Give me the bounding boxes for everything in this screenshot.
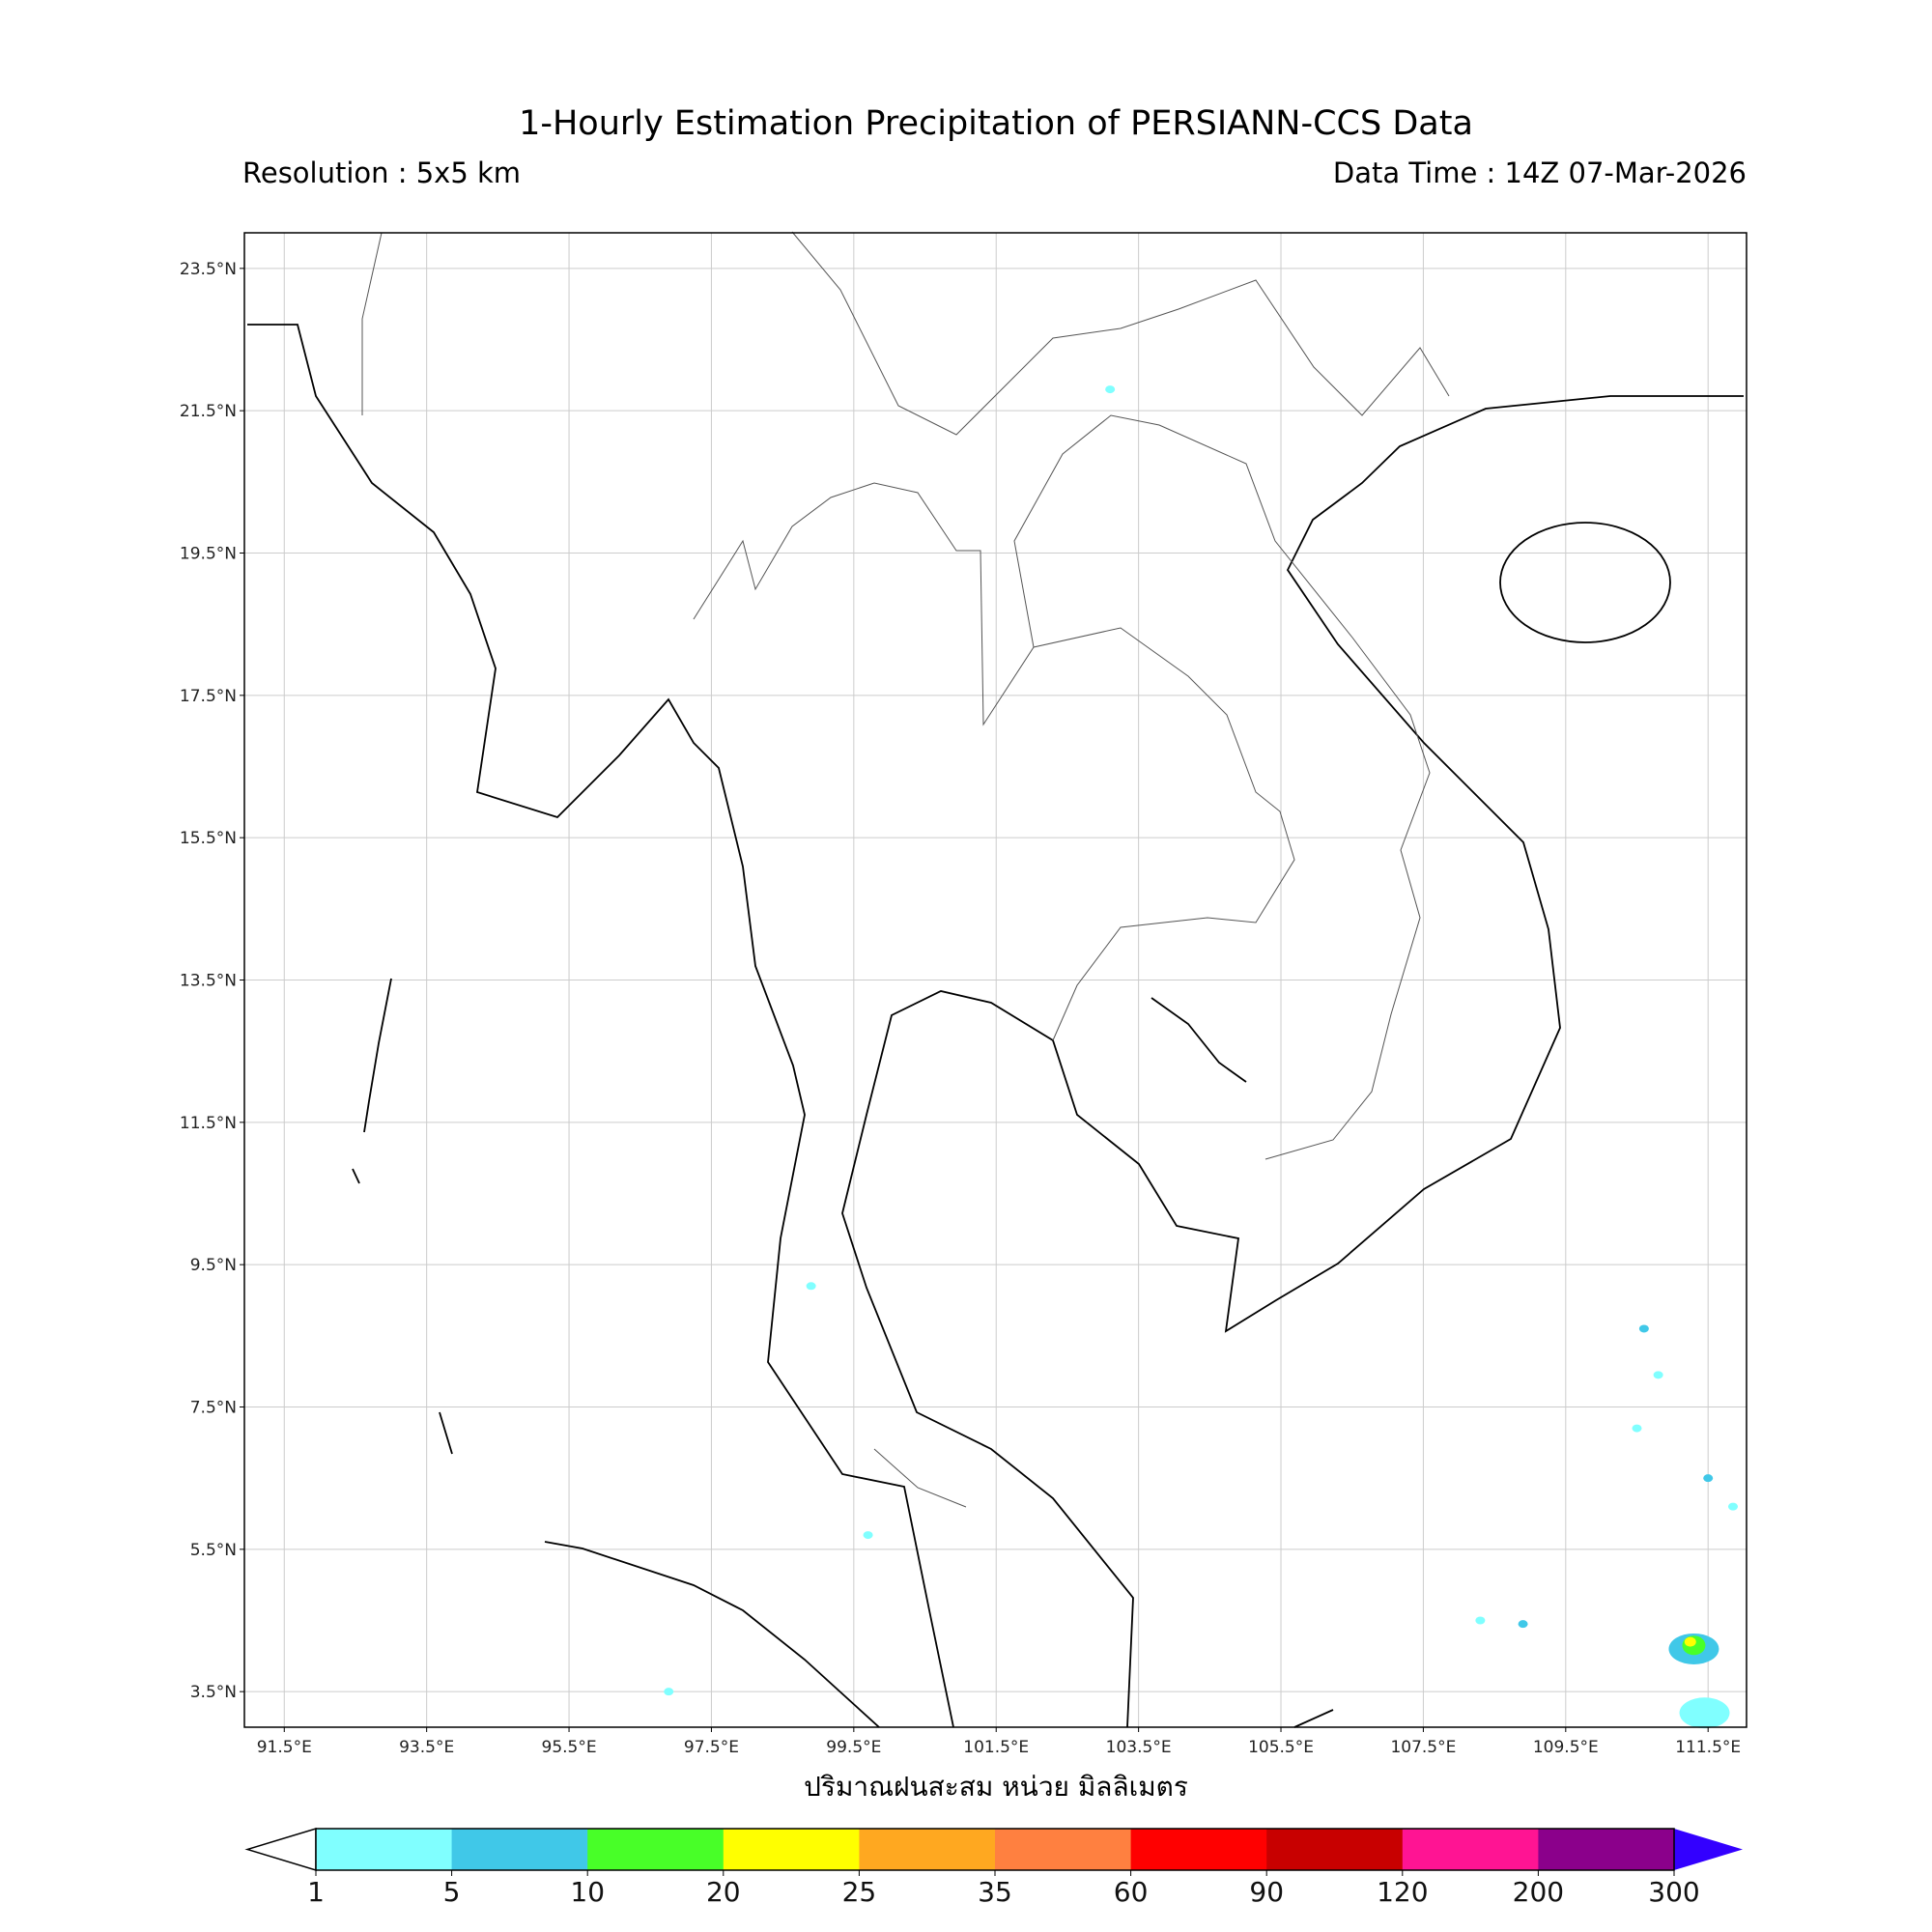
colorbar-segment: [723, 1829, 860, 1870]
lon-tick-label: 95.5°E: [542, 1738, 597, 1757]
colorbar-segment: [587, 1829, 724, 1870]
precip-cell: [1679, 1697, 1730, 1729]
lon-tick-label: 111.5°E: [1675, 1738, 1741, 1757]
lon-tick-label: 101.5°E: [963, 1738, 1029, 1757]
colorbar-segment: [859, 1829, 996, 1870]
precip-cell: [1632, 1424, 1642, 1433]
peninsula-east-coastline: [841, 395, 1744, 1728]
lon-tick-label: 93.5°E: [399, 1738, 454, 1757]
colorbar-over-arrow: [1674, 1829, 1743, 1870]
colorbar-label: 25: [842, 1876, 877, 1908]
lat-tick-label: 19.5°N: [180, 545, 237, 564]
thailand-border: [693, 482, 1295, 1041]
resolution-label: Resolution : 5x5 km: [242, 156, 522, 189]
colorbar-under-arrow: [244, 1827, 317, 1872]
longitude-ticks: 91.5°E 93.5°E 95.5°E 97.5°E 99.5°E 101.5°E 103…: [257, 1727, 1741, 1757]
lon-tick-label: 109.5°E: [1533, 1738, 1599, 1757]
lon-tick-label: 103.5°E: [1106, 1738, 1172, 1757]
lon-tick-label: 105.5°E: [1248, 1738, 1314, 1757]
colorbar-segment: [316, 1829, 453, 1870]
precip-cell: [863, 1531, 873, 1540]
colorbar-segment: [995, 1829, 1132, 1870]
lon-tick-label: 107.5°E: [1390, 1738, 1456, 1757]
lat-tick-label: 11.5°N: [180, 1114, 237, 1133]
lon-tick-label: 91.5°E: [257, 1738, 312, 1757]
lat-tick-label: 23.5°N: [180, 260, 237, 279]
coastlines: [247, 324, 1744, 1728]
lat-tick-label: 7.5°N: [190, 1399, 237, 1418]
precip-cell: [1518, 1620, 1528, 1629]
colorbar-segment: [1266, 1829, 1404, 1870]
gridlines: [244, 233, 1747, 1727]
colorbar-label: 300: [1648, 1876, 1699, 1908]
precip-cell: [1638, 1324, 1649, 1333]
precip-cell: [806, 1282, 816, 1291]
lat-tick-label: 15.5°N: [180, 829, 237, 848]
latitude-ticks: 23.5°N 21.5°N 19.5°N 17.5°N 15.5°N 13.5°N 11.5…: [180, 260, 244, 1702]
colorbar-label: 200: [1513, 1876, 1564, 1908]
lon-tick-label: 99.5°E: [826, 1738, 881, 1757]
lon-tick-label: 97.5°E: [684, 1738, 739, 1757]
precip-core: [1684, 1636, 1696, 1647]
colorbar-segment: [1538, 1829, 1675, 1870]
laos-border: [1013, 414, 1431, 1160]
mainland-coastline: [247, 324, 954, 1728]
sumatra-coastline: [544, 1541, 880, 1728]
colorbar-label: 1: [307, 1876, 325, 1908]
colorbar-label: 10: [570, 1876, 605, 1908]
andaman-islands: [352, 978, 453, 1455]
precipitation-cells: [664, 385, 1738, 1729]
lat-tick-label: 5.5°N: [190, 1541, 237, 1560]
lat-tick-label: 3.5°N: [190, 1683, 237, 1702]
colorbar-label: 60: [1114, 1876, 1149, 1908]
precip-cell: [1727, 1502, 1738, 1511]
precip-cell: [664, 1688, 674, 1696]
colorbar-segment: [451, 1829, 588, 1870]
lat-tick-label: 21.5°N: [180, 402, 237, 421]
colorbar-segment: [1402, 1829, 1539, 1870]
data-time-label: Data Time : 14Z 07-Mar-2026: [1332, 156, 1747, 189]
colorbar-segment: [1130, 1829, 1267, 1870]
china-border: [791, 231, 1450, 436]
colorbar-label: 35: [978, 1876, 1012, 1908]
malaysia-border: [873, 1448, 967, 1508]
lat-tick-label: 9.5°N: [190, 1256, 237, 1275]
borneo-coastline: [1293, 1709, 1334, 1728]
tonle-sap-lake: [1151, 997, 1247, 1083]
map-title: 1-Hourly Estimation Precipitation of PER…: [519, 104, 1473, 143]
precip-cell: [1475, 1616, 1486, 1625]
colorbar: 1 5 10 20 25 35 60 90 120 200 300: [244, 1827, 1743, 1908]
precip-cell: [1653, 1371, 1663, 1379]
hainan-island: [1499, 522, 1671, 643]
colorbar-unit-label: ปริมาณฝนสะสม หน่วย มิลลิเมตร: [804, 1771, 1188, 1803]
colorbar-label: 5: [443, 1876, 461, 1908]
myanmar-india-border: [361, 232, 383, 415]
lat-tick-label: 13.5°N: [180, 972, 237, 991]
colorbar-label: 120: [1377, 1876, 1428, 1908]
colorbar-label: 90: [1249, 1876, 1284, 1908]
country-borders: [361, 231, 1450, 1508]
lat-tick-label: 17.5°N: [180, 687, 237, 706]
precip-cell: [1105, 385, 1116, 394]
precip-cell: [1703, 1474, 1714, 1483]
colorbar-label: 20: [706, 1876, 741, 1908]
